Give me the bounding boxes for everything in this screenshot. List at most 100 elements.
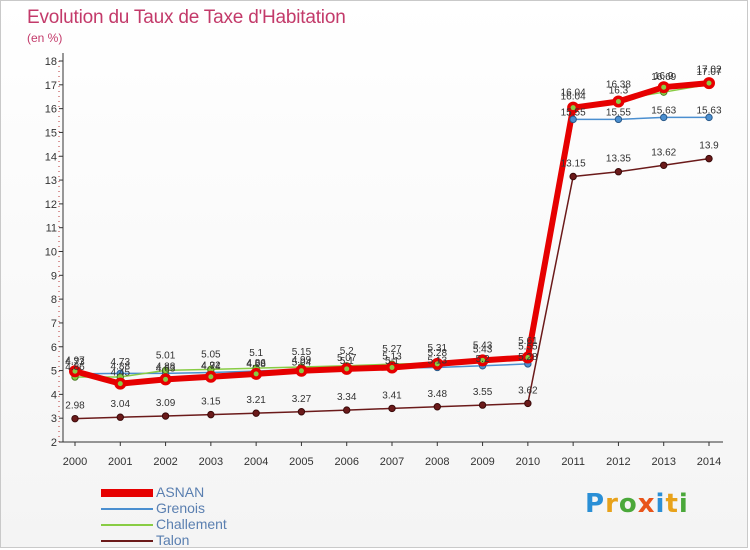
series-point-3 [207, 410, 215, 419]
x-tick-label: 2000 [63, 456, 87, 468]
data-label-1: 5.28 [518, 352, 538, 363]
data-label-3: 13.15 [561, 158, 586, 169]
series-point-inner [480, 357, 486, 363]
series-point-inner [525, 354, 531, 360]
series-point-3 [71, 414, 79, 423]
data-label-2: 16.04 [561, 88, 586, 99]
x-tick-label: 2005 [289, 456, 313, 468]
legend-label-3: Talon [156, 532, 190, 548]
data-label-2: 4.73 [111, 357, 131, 368]
data-label-2: 5.27 [382, 344, 402, 355]
data-label-0: 4.86 [246, 358, 266, 369]
series-point-inner [117, 381, 123, 387]
data-label-0: 4.99 [292, 355, 312, 366]
y-tick-label: 3 [51, 413, 57, 425]
y-tick-label: 12 [45, 199, 57, 211]
x-tick-label: 2012 [606, 456, 630, 468]
data-labels-layer: 4.974.45 4.63 4.74 4.86 4.99 5.07 5.13 5.28 5.43… [65, 64, 722, 411]
series-point-inner [706, 80, 712, 86]
series-layer [69, 77, 715, 423]
series-point-3 [297, 408, 306, 416]
data-label-2: 5.15 [292, 347, 312, 358]
data-label-1: 5.04 [292, 358, 312, 369]
legend-label-1: Grenois [156, 500, 206, 516]
y-tick-label: 14 [45, 151, 57, 163]
x-tick-label: 2003 [199, 456, 223, 468]
data-label-3: 13.9 [699, 141, 719, 152]
data-label-3: 3.55 [473, 387, 493, 398]
data-label-3: 3.62 [518, 385, 538, 396]
x-tick-label: 2001 [108, 456, 132, 468]
data-label-1: 4.86 [65, 362, 85, 373]
series-point-1 [660, 113, 668, 122]
series-point-3 [524, 399, 532, 408]
logo-letter: i [678, 489, 689, 519]
x-tick-label: 2006 [334, 456, 358, 468]
series-point-3 [478, 401, 487, 409]
logo-letter: r [605, 489, 619, 519]
series-point-inner [253, 371, 259, 377]
x-tick-label: 2010 [516, 456, 540, 468]
series-point-1 [569, 115, 577, 124]
series-point-inner [661, 84, 667, 90]
y-tick-label: 6 [51, 342, 57, 354]
data-label-0: 17.07 [696, 67, 721, 78]
data-label-3: 3.15 [201, 397, 221, 408]
y-tick-label: 7 [51, 318, 57, 330]
data-label-1: 5.2 [476, 354, 490, 365]
chart-axes: 2 3 4 5 6 7 8 9 10 11 12 13 14 15 16 17 18 2000 2001 2002 20… [45, 53, 723, 468]
data-label-2: 4.73 [65, 357, 85, 368]
proxiti-logo: Proxiti [585, 489, 689, 519]
data-label-2: 5.01 [156, 350, 176, 361]
series-point-3 [343, 406, 351, 414]
legend-item-1: Grenois [101, 500, 301, 517]
data-label-2: 16.38 [606, 80, 631, 91]
logo-letter: i [655, 489, 666, 519]
series-point-3 [705, 154, 713, 163]
series-point-inner [298, 368, 304, 374]
series-point-inner [344, 366, 350, 372]
data-label-3: 3.41 [382, 390, 402, 401]
data-label-1: 5.1 [385, 356, 399, 367]
data-label-0: 5.28 [428, 348, 448, 359]
x-tick-label: 2011 [561, 456, 585, 468]
y-tick-label: 16 [45, 104, 57, 116]
y-tick-label: 9 [51, 270, 57, 282]
legend-item-2: Challement [101, 516, 301, 533]
series-point-3 [252, 409, 260, 417]
series-point-3 [433, 403, 441, 411]
data-label-1: 4.92 [201, 360, 221, 371]
series-point-inner [615, 98, 621, 104]
data-label-1: 4.98 [246, 359, 266, 370]
data-label-0: 4.63 [156, 363, 176, 374]
data-label-1: 5.13 [428, 355, 448, 366]
data-label-2: 17.02 [696, 64, 721, 75]
y-tick-label: 5 [51, 366, 57, 378]
data-label-3: 13.62 [651, 147, 676, 158]
series-point-1 [614, 115, 623, 124]
data-label-2: 5.31 [428, 343, 448, 354]
data-label-0: 5.55 [518, 341, 538, 352]
data-label-2: 5.43 [473, 340, 493, 351]
data-label-0: 4.45 [111, 368, 131, 379]
data-label-0: 5.43 [473, 344, 493, 355]
series-line-0 [74, 80, 710, 387]
logo-letter: o [618, 489, 638, 519]
legend-swatch-0 [101, 489, 153, 497]
legend: ASNAN Grenois Challement Talon [101, 484, 301, 549]
data-label-1: 15.55 [561, 107, 586, 118]
series-point-3 [569, 172, 577, 181]
legend-swatch-2 [101, 524, 153, 526]
data-label-2: 5.1 [249, 348, 263, 359]
series-point-3 [388, 404, 396, 413]
x-tick-label: 2002 [153, 456, 177, 468]
data-label-0: 4.97 [65, 355, 85, 366]
series-point-inner [208, 374, 214, 380]
data-label-0: 16.04 [561, 92, 586, 103]
y-tick-label: 15 [45, 127, 57, 139]
y-tick-label: 2 [51, 437, 57, 449]
legend-label-2: Challement [156, 516, 227, 532]
data-label-1: 4.88 [156, 361, 176, 372]
series-point-1 [705, 113, 713, 122]
